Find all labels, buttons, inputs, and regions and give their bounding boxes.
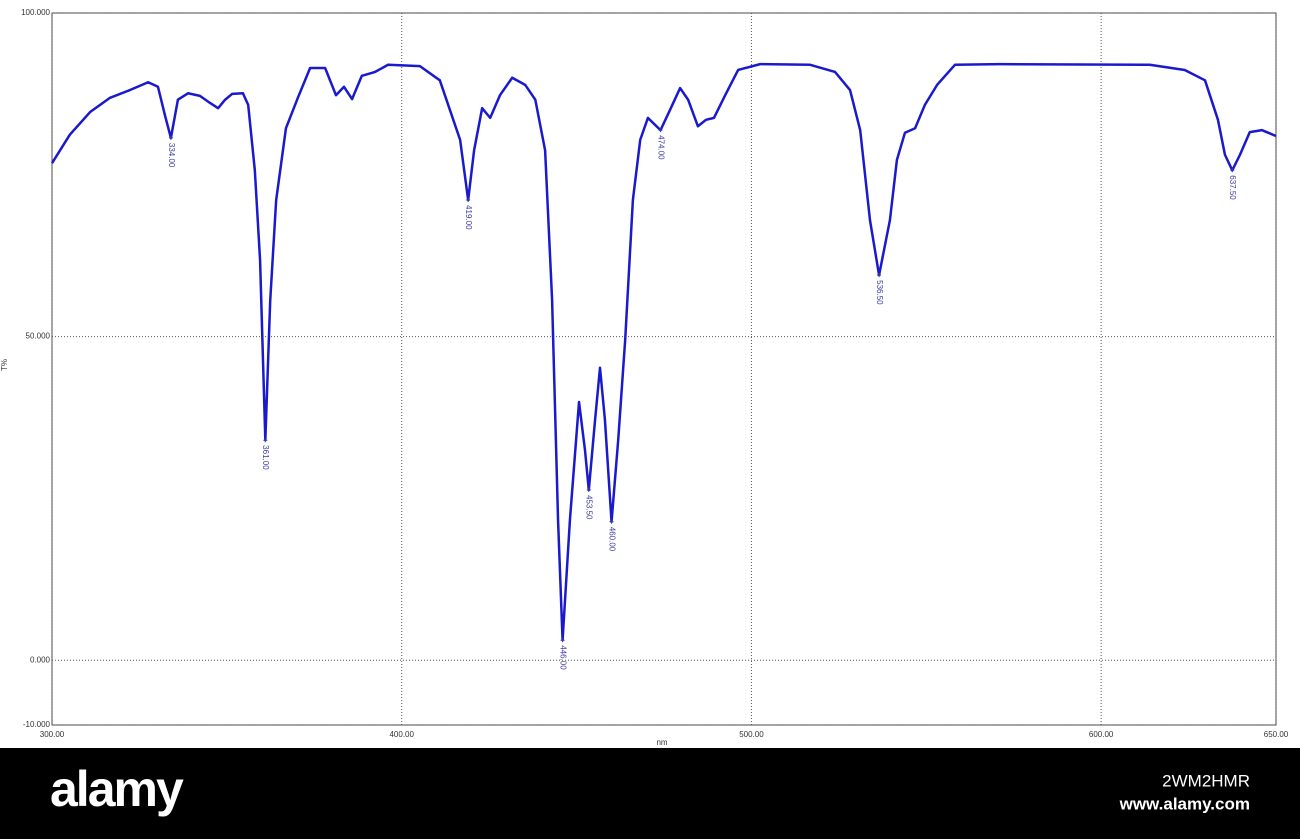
peak-marker	[560, 638, 565, 643]
peak-marker	[263, 438, 268, 443]
x-tick-label: 500.00	[739, 730, 764, 739]
peak-marker	[1230, 168, 1235, 173]
peak-marker	[466, 198, 471, 203]
peak-label: 536.50	[875, 280, 884, 305]
x-tick-label: 300.00	[40, 730, 65, 739]
chart-background	[0, 0, 1300, 748]
spectrum-line	[50, 62, 1277, 642]
peak-marker	[168, 135, 173, 140]
y-tick-label: 0.000	[30, 655, 51, 664]
y-axis-label: T%	[0, 359, 9, 371]
peak-label: 419.00	[464, 205, 473, 230]
peak-label: 361.00	[261, 445, 270, 470]
peak-marker	[609, 519, 614, 524]
peak-marker	[877, 273, 882, 278]
y-tick-label: 100.000	[21, 8, 50, 17]
peak-label: 446.00	[558, 645, 567, 670]
peak-label: 334.00	[167, 143, 176, 168]
watermark-id: 2WM2HMR	[1162, 771, 1250, 790]
y-tick-label: -10.000	[23, 720, 51, 729]
peak-label: 453.50	[585, 495, 594, 520]
x-axis-label: nm	[656, 738, 667, 747]
peak-marker	[658, 128, 663, 133]
x-tick-label: 650.00	[1264, 730, 1289, 739]
y-tick-label: 50.000	[26, 332, 51, 341]
x-tick-label: 600.00	[1089, 730, 1114, 739]
peak-label: 474.00	[656, 135, 665, 160]
watermark-bar	[0, 748, 1300, 839]
peak-marker	[586, 488, 591, 493]
x-tick-label: 400.00	[389, 730, 414, 739]
watermark-logo: alamy	[50, 761, 184, 817]
peak-label: 637.50	[1228, 175, 1237, 200]
watermark-site: www.alamy.com	[1119, 794, 1250, 813]
peak-label: 460.00	[607, 527, 616, 552]
